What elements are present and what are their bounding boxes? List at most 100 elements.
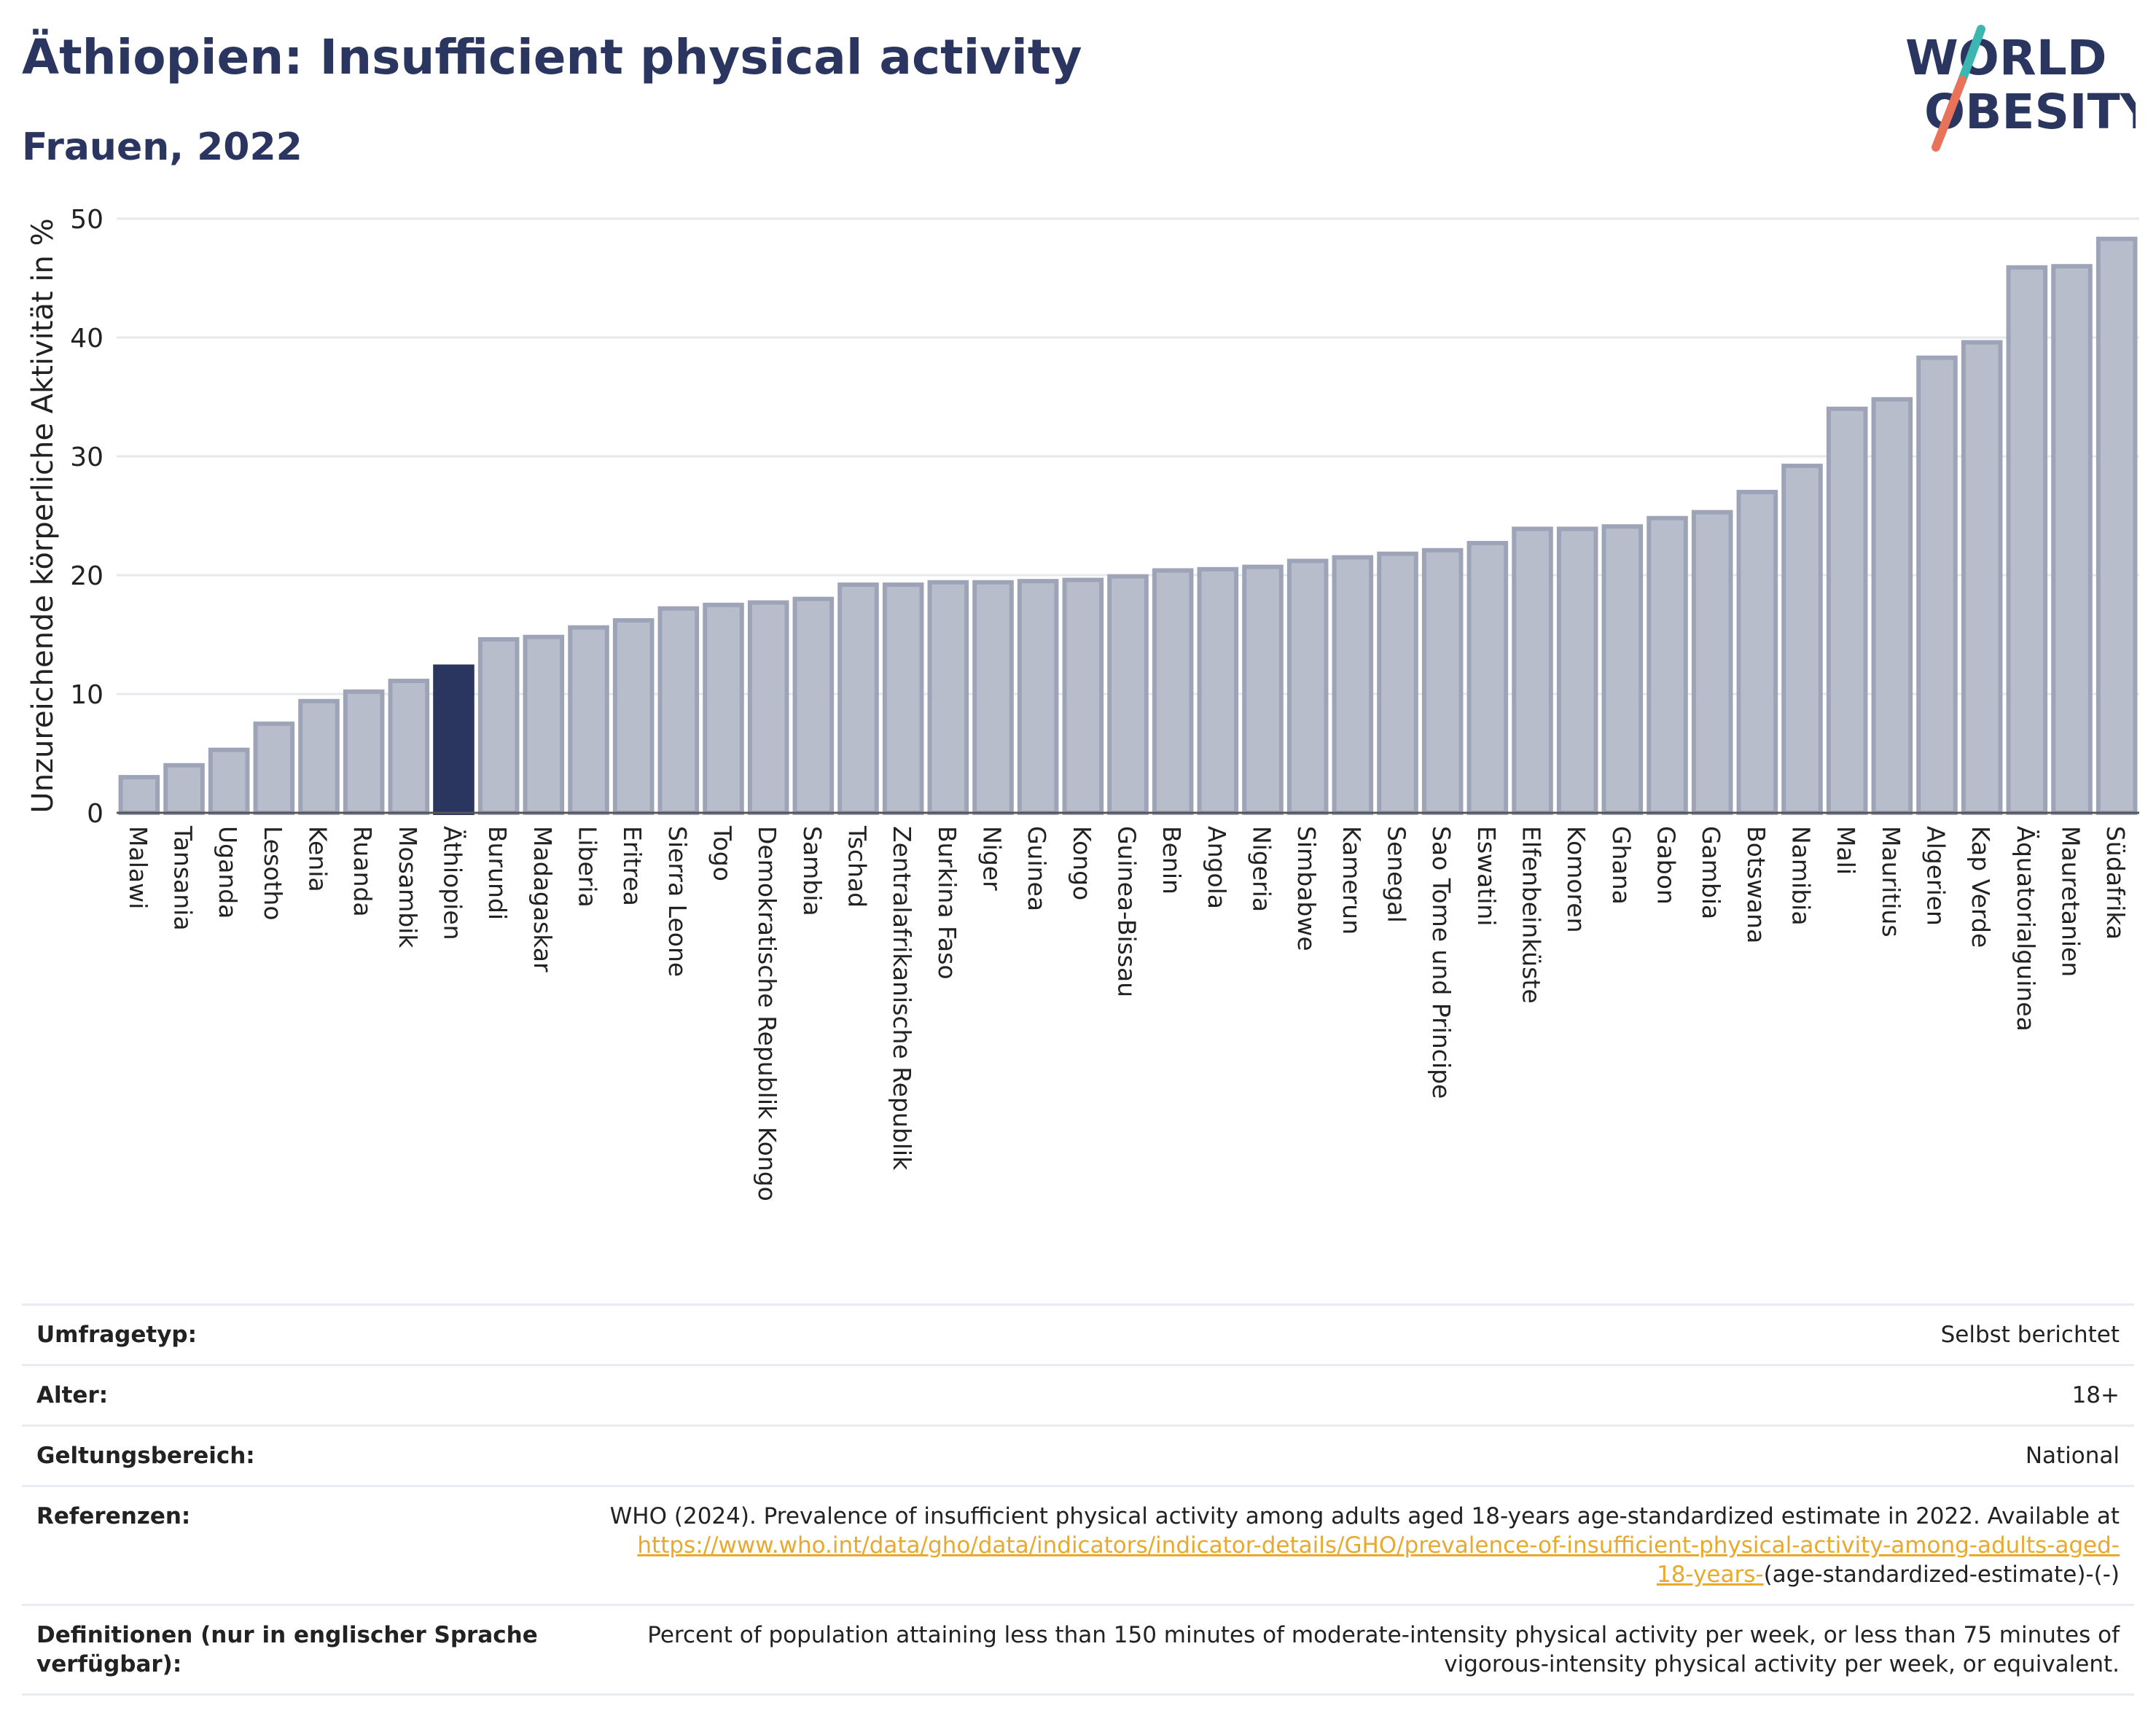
bar (2006, 265, 2048, 815)
bar (2051, 264, 2093, 815)
bar (477, 637, 520, 816)
world-obesity-logo: WORLD OBESITY (1905, 25, 2136, 152)
x-tick-label: Sao Tome und Principe (1427, 826, 1456, 1099)
info-value: Selbst berichtet (1940, 1322, 2120, 1348)
x-tick-label: Gambia (1697, 826, 1725, 919)
logo-slash-coral (1932, 76, 1966, 152)
x-tick-label: Liberia (574, 826, 602, 908)
bar (298, 698, 340, 816)
bar (1062, 577, 1104, 816)
definition-text: Percent of population attaining less tha… (647, 1622, 2120, 1677)
y-tick-label: 30 (70, 442, 103, 472)
x-tick-label: Niger (978, 826, 1007, 891)
bar (1152, 568, 1194, 815)
bar (1107, 574, 1149, 815)
x-tick-label: Kamerun (1337, 826, 1366, 935)
x-axis-labels: Malawi Tansania Uganda Lesotho Kenia Ruanda Mo… (124, 825, 2130, 1201)
y-tick-label: 20 (70, 561, 103, 591)
y-tick-label: 0 (87, 799, 103, 829)
bar (343, 689, 385, 815)
bar (1601, 524, 1644, 815)
bar (792, 596, 835, 815)
bar (163, 763, 205, 815)
x-tick-label: Eswatini (1472, 826, 1501, 926)
bar (1647, 515, 1688, 815)
x-tick-label: Elfenbeinküste (1518, 826, 1546, 1004)
bar (1377, 551, 1418, 815)
info-row-survey-type: Umfragetyp: Selbst berichtet (22, 1303, 2134, 1364)
x-tick-label: Äquatorialguinea (2012, 826, 2040, 1032)
info-row-age: Alter: 18+ (22, 1364, 2134, 1424)
bar (118, 775, 160, 815)
bar (972, 580, 1014, 816)
chart-subtitle: Frauen, 2022 (22, 125, 302, 169)
x-tick-label: Namibia (1787, 826, 1816, 926)
x-tick-label: Malawi (124, 826, 152, 909)
bar (253, 721, 295, 815)
bar (1556, 526, 1598, 815)
x-tick-label: Mauritius (1877, 826, 1905, 937)
bar (433, 664, 474, 816)
x-tick-label: Kenia (304, 826, 332, 892)
x-tick-label: Algerien (1922, 826, 1950, 926)
x-tick-label: Simbabwe (1292, 826, 1321, 951)
bar (1421, 547, 1464, 815)
x-tick-label: Lesotho (259, 826, 287, 921)
bar (882, 582, 924, 815)
chart-title: Äthiopien: Insufficient physical activit… (22, 29, 1082, 85)
reference-link[interactable]: https://www.who.int/data/gho/data/indica… (637, 1532, 2120, 1588)
x-tick-label: Uganda (214, 826, 242, 919)
logo-text-world: WORLD (1905, 30, 2107, 86)
bar (1197, 566, 1239, 815)
x-tick-label: Mosambik (394, 826, 422, 948)
bar (1916, 355, 1958, 815)
bar (612, 617, 655, 815)
y-tick-label: 50 (70, 205, 103, 235)
info-label: Referenzen: (36, 1503, 191, 1529)
x-tick-label: Madagaskar (528, 826, 557, 972)
bar (1466, 540, 1509, 815)
x-tick-label: Burundi (483, 826, 512, 920)
bar (1871, 397, 1913, 815)
y-tick-label: 10 (70, 680, 103, 710)
bar (747, 600, 789, 815)
x-tick-label: Guinea-Bissau (1113, 826, 1141, 997)
bars (118, 236, 2138, 816)
x-tick-label: Südafrika (2101, 826, 2130, 940)
bar (2096, 236, 2138, 815)
bar (1826, 406, 1868, 815)
info-value: 18+ (2071, 1382, 2120, 1408)
info-label: Alter: (36, 1382, 109, 1408)
reference-text: WHO (2024). Prevalence of insufficient p… (547, 1502, 2120, 1589)
x-tick-label: Zentralafrikanische Republik (888, 826, 916, 1171)
bar (1781, 464, 1823, 815)
x-tick-label: Angola (1203, 826, 1231, 909)
x-tick-label: Mauretanien (2057, 826, 2085, 977)
x-tick-label: Kap Verde (1966, 826, 1995, 948)
bar (837, 582, 879, 815)
x-tick-label: Mali (1832, 826, 1860, 875)
logo-slash-teal (1958, 25, 1985, 85)
y-axis-ticks: 0 10 20 30 40 50 (70, 205, 103, 829)
bar (388, 679, 430, 815)
info-row-references: Referenzen: WHO (2024). Prevalence of in… (22, 1485, 2134, 1604)
x-tick-label: Demokratische Republik Kongo (753, 826, 781, 1201)
x-tick-label: Eritrea (618, 826, 647, 906)
x-tick-label: Togo (708, 825, 737, 881)
x-tick-label: Sambia (798, 826, 827, 916)
reference-link-part2: 18-years- (1656, 1562, 1764, 1588)
bar (1691, 510, 1733, 815)
x-tick-label: Burkina Faso (933, 826, 961, 980)
x-tick-label: Ghana (1607, 826, 1636, 905)
info-row-scope: Geltungsbereich: National (22, 1424, 2134, 1485)
x-tick-label: Äthiopien (439, 826, 467, 940)
bar (1512, 526, 1553, 815)
bar (1736, 489, 1778, 815)
info-table: Umfragetyp: Selbst berichtet Alter: 18+ … (22, 1303, 2134, 1696)
info-value: National (2025, 1443, 2120, 1469)
x-tick-label: Nigeria (1248, 826, 1276, 912)
y-tick-label: 40 (70, 324, 103, 354)
x-tick-label: Kongo (1068, 826, 1096, 900)
reference-suffix: (age-standardized-estimate)-(-) (1763, 1562, 2120, 1588)
bar (1286, 558, 1329, 815)
